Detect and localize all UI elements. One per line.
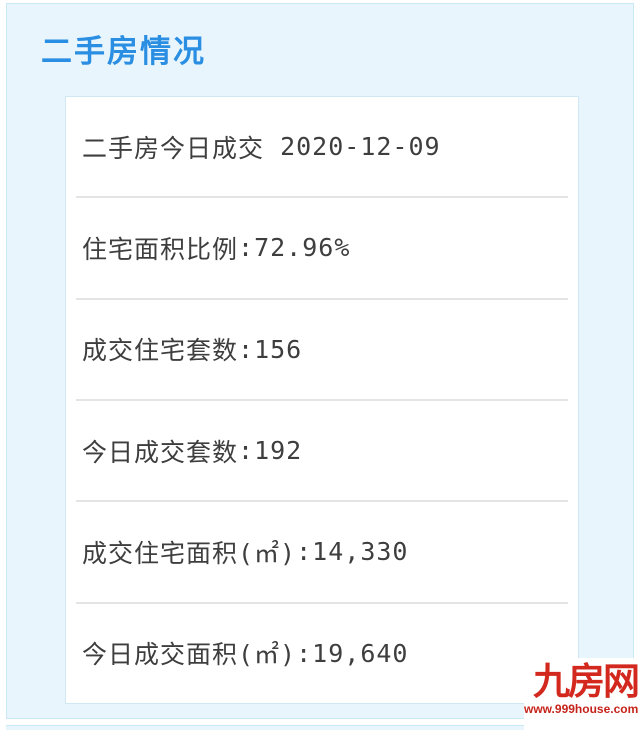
secondhand-housing-panel: 二手房情况 二手房今日成交 2020-12-09 住宅面积比例:72.96% 成… (6, 3, 634, 719)
next-panel-top-edge (6, 725, 634, 730)
stat-separator (264, 132, 280, 161)
watermark-site-url: www.999house.com (524, 702, 639, 716)
stat-value: 19,640 (312, 638, 409, 668)
stat-label: 今日成交套数 (82, 437, 239, 467)
stat-label: 今日成交面积(㎡) (82, 640, 297, 670)
stat-value: 156 (254, 334, 303, 364)
stat-value: 14,330 (312, 537, 409, 567)
stat-value: 72.96% (254, 233, 351, 263)
stat-row-residential-units-sold: 成交住宅套数:156 (76, 300, 568, 401)
watermark-logo: 九房网 www.999house.com (524, 658, 640, 730)
stat-separator: : (238, 233, 255, 263)
watermark-site-name: 九房网 (533, 660, 640, 703)
stat-label: 二手房今日成交 (82, 133, 265, 163)
stat-separator: : (238, 334, 255, 364)
stats-card: 二手房今日成交 2020-12-09 住宅面积比例:72.96% 成交住宅套数:… (65, 96, 579, 704)
stat-row-residential-area-ratio: 住宅面积比例:72.96% (76, 198, 568, 300)
stat-label: 住宅面积比例 (82, 234, 239, 264)
stat-separator: : (296, 638, 313, 668)
panel-title: 二手房情况 (41, 34, 206, 70)
stat-label: 成交住宅面积(㎡) (82, 538, 297, 568)
stat-row-residential-area-sold: 成交住宅面积(㎡):14,330 (76, 502, 568, 604)
stat-label: 成交住宅套数 (82, 336, 239, 366)
stat-separator: : (296, 537, 313, 567)
stat-value: 2020-12-09 (280, 132, 441, 162)
stat-row-today-area-sold: 今日成交面积(㎡):19,640 (76, 604, 568, 703)
stat-row-today-units-sold: 今日成交套数:192 (76, 401, 568, 503)
stat-separator: : (238, 436, 255, 466)
stat-row-today-deal-date: 二手房今日成交 2020-12-09 (76, 97, 568, 199)
stat-value: 192 (254, 436, 303, 466)
